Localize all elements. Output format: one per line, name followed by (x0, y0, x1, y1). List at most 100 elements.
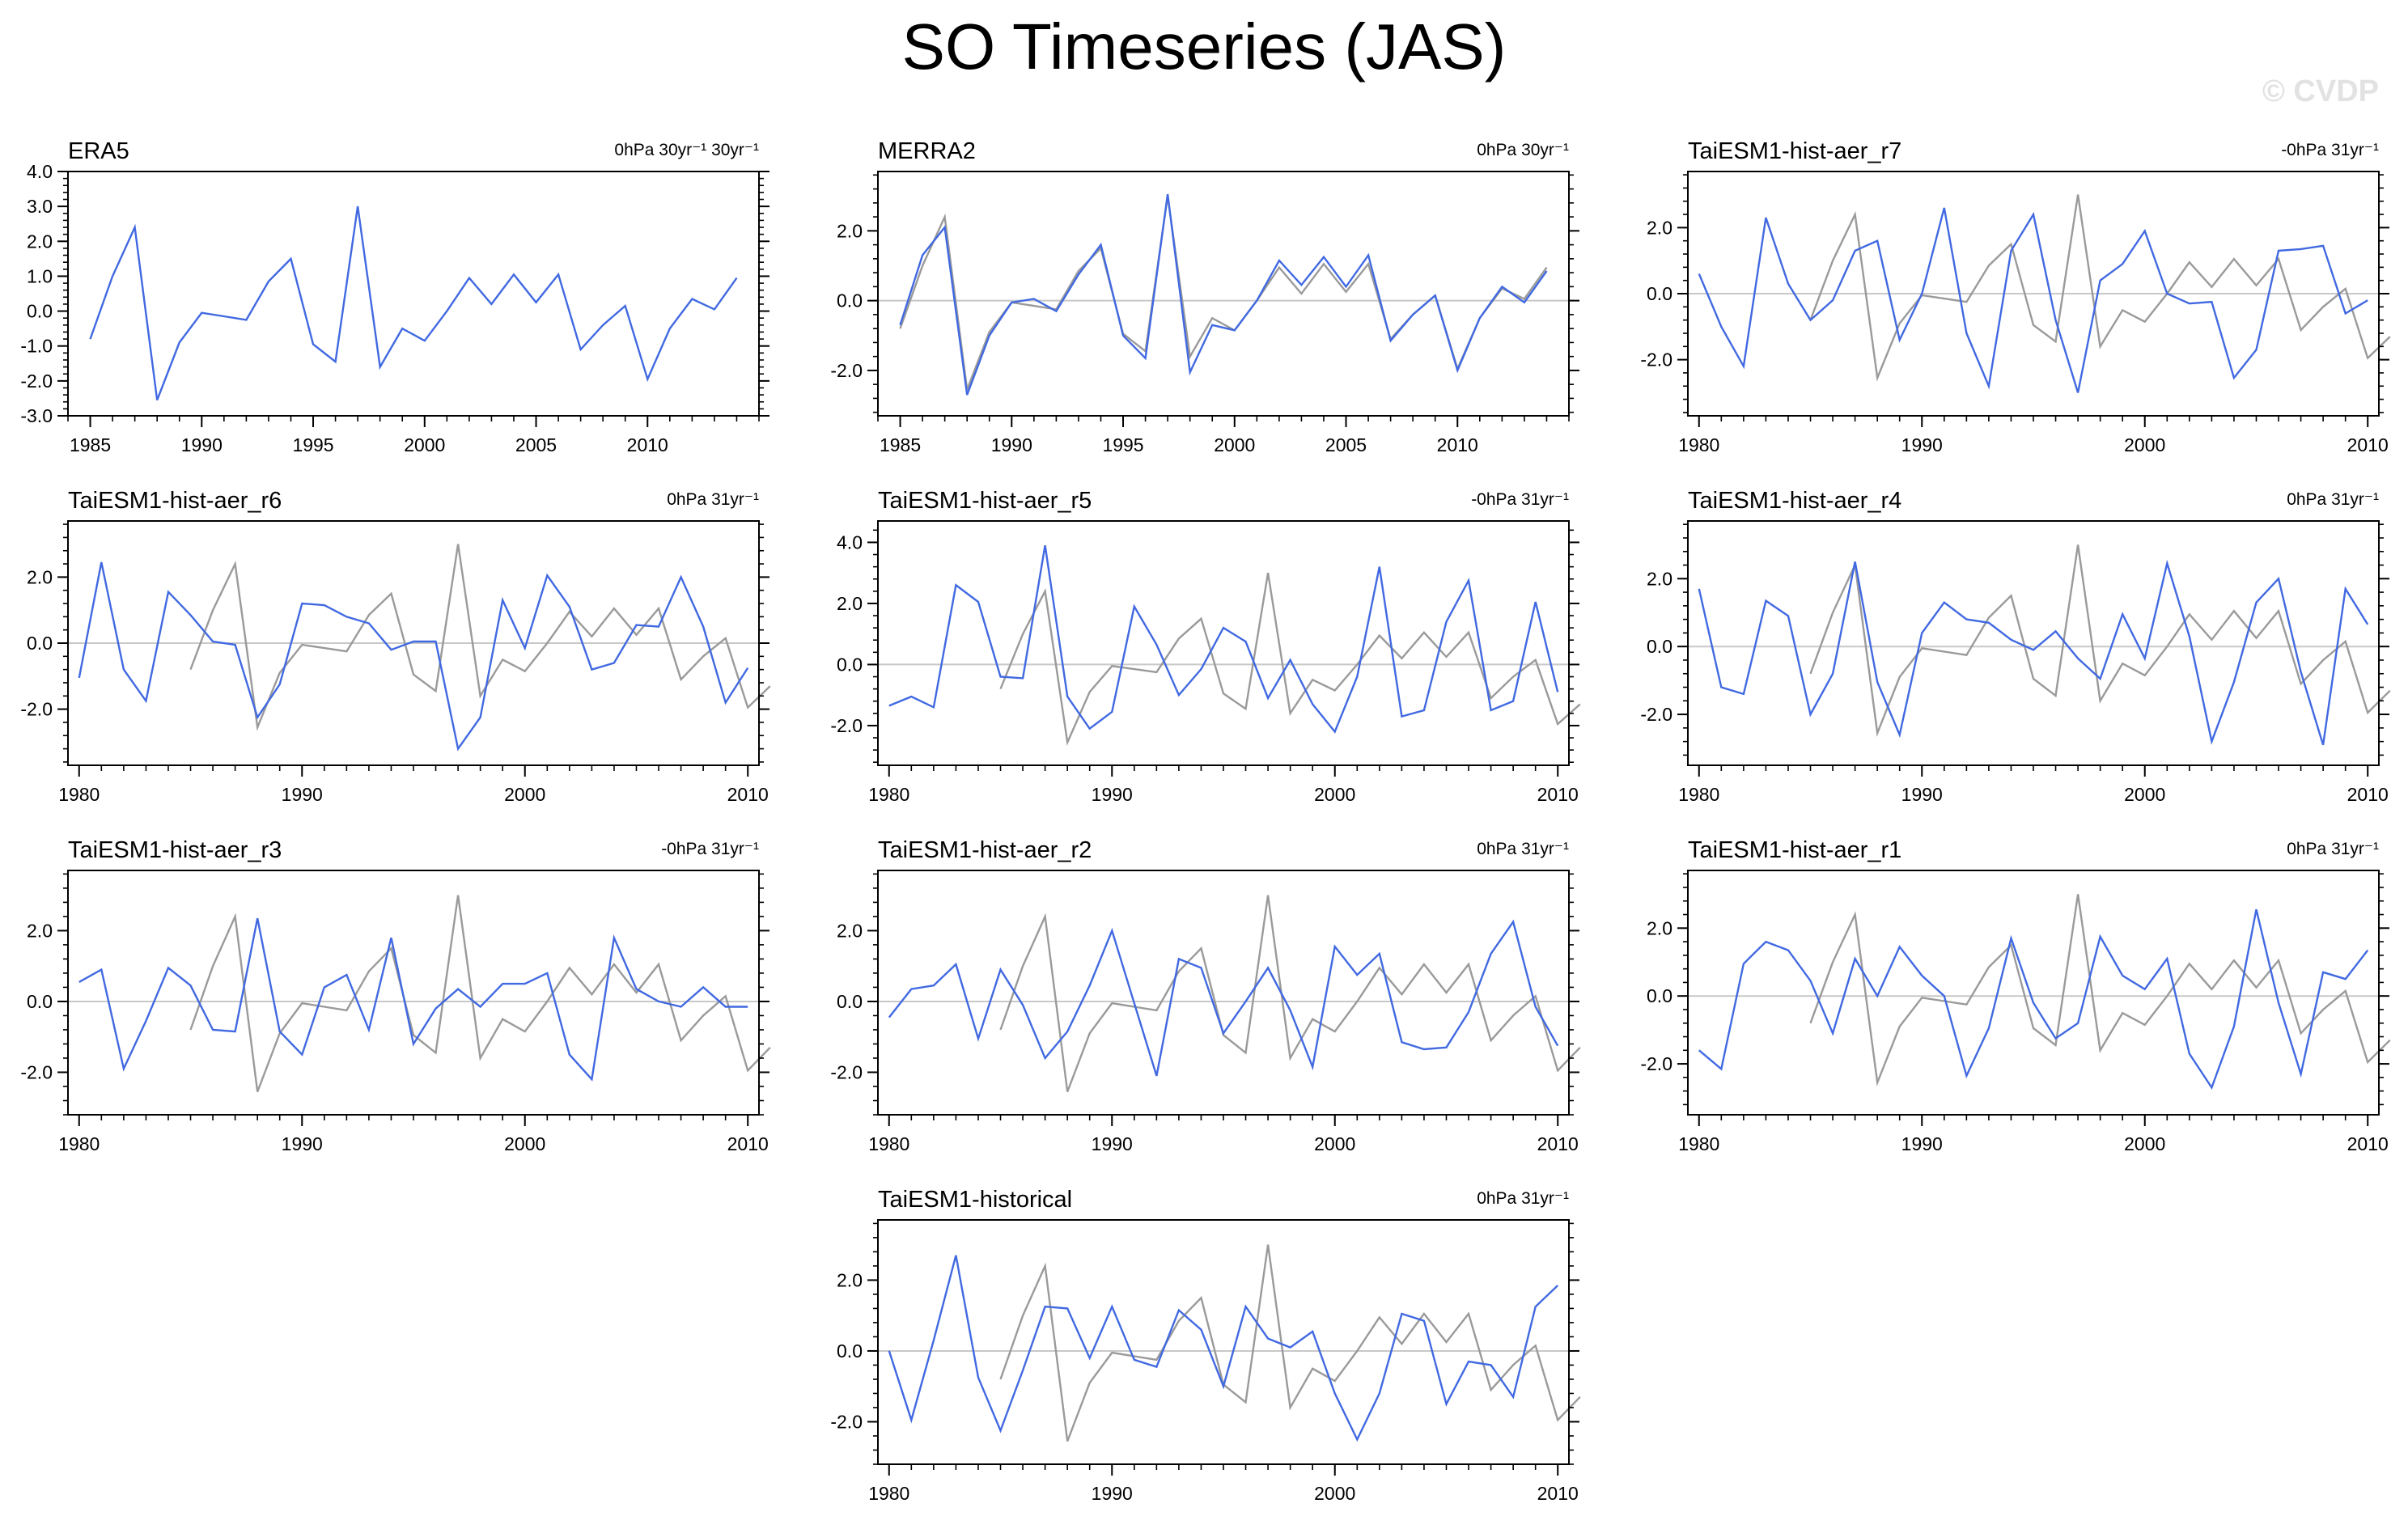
y-tick-label: -2.0 (20, 371, 53, 392)
model-series-line (1698, 559, 2369, 746)
observed-series-line (189, 895, 771, 1093)
x-tick-label: 1990 (1092, 784, 1133, 805)
panel-trend-label: 0hPa 31yr⁻¹ (2287, 840, 2379, 858)
x-tick-label: 1995 (1102, 434, 1143, 455)
chart-panel: TaiESM1-hist-aer_r4 0hPa 31yr⁻¹ -2.0 0.0 2.0… (1640, 488, 2391, 805)
model-series-line (78, 561, 749, 752)
chart-panel: ERA5 0hPa 30yr⁻¹ 30yr⁻¹ -3.0 -2.0 -1.0 0.0 1.0… (20, 138, 769, 455)
x-tick-label: 2000 (1214, 434, 1255, 455)
x-tick-label: 1980 (1678, 434, 1719, 455)
x-tick-label: 2010 (2347, 1133, 2389, 1154)
y-tick-label: -2.0 (1640, 704, 1672, 725)
x-tick-label: 2010 (2347, 784, 2389, 805)
plot-frame (877, 870, 1570, 1116)
plot-frame (67, 171, 760, 417)
chart-panel: TaiESM1-hist-aer_r2 0hPa 31yr⁻¹ -2.0 0.0 2.0… (830, 837, 1581, 1154)
model-series-line (899, 193, 1548, 396)
model-series-line (888, 1255, 1559, 1442)
panel-title: TaiESM1-historical (878, 1187, 1072, 1213)
model-series-line (1698, 908, 2369, 1090)
panel-title: TaiESM1-hist-aer_r3 (68, 837, 282, 863)
x-tick-label: 1980 (868, 1483, 909, 1504)
panel-trend-label: 0hPa 31yr⁻¹ (1477, 840, 1569, 858)
x-tick-label: 2010 (1437, 434, 1478, 455)
x-tick-label: 2005 (1325, 434, 1367, 455)
x-tick-label: 2010 (627, 434, 668, 455)
panel-trend-label: 0hPa 31yr⁻¹ (667, 490, 759, 509)
y-tick-label: 0.0 (27, 991, 53, 1012)
x-tick-label: 2010 (2347, 434, 2389, 455)
model-series-line (888, 545, 1559, 734)
model-series-line (1698, 207, 2368, 393)
panel-title: TaiESM1-hist-aer_r7 (1688, 138, 1901, 164)
plot-frame (877, 171, 1570, 417)
x-tick-label: 1990 (1901, 784, 1943, 805)
y-tick-label: -3.0 (20, 405, 53, 426)
chart-panel: TaiESM1-hist-aer_r1 0hPa 31yr⁻¹ -2.0 0.0 2.0… (1640, 837, 2391, 1154)
y-tick-label: 2.0 (837, 920, 863, 941)
observed-series-line (1809, 894, 2391, 1086)
y-tick-label: 2.0 (27, 231, 53, 252)
observed-series-line (189, 544, 771, 731)
chart-panel: TaiESM1-historical 0hPa 31yr⁻¹ -2.0 0.0 2.0 1… (830, 1187, 1581, 1504)
x-tick-label: 1980 (868, 1133, 909, 1154)
y-tick-label: 4.0 (837, 531, 863, 553)
x-tick-label: 1990 (1092, 1483, 1133, 1504)
observed-series-line (1809, 544, 2391, 737)
x-tick-label: 2000 (1314, 1133, 1355, 1154)
y-tick-label: -2.0 (830, 1411, 863, 1432)
x-tick-label: 1990 (1901, 1133, 1943, 1154)
x-tick-label: 2000 (504, 784, 545, 805)
panel-title: TaiESM1-hist-aer_r6 (68, 488, 282, 514)
panel-title: ERA5 (68, 138, 129, 164)
x-tick-label: 2010 (1537, 784, 1579, 805)
x-tick-label: 1985 (880, 434, 921, 455)
x-tick-label: 2000 (2124, 434, 2165, 455)
plot-frame (67, 870, 760, 1116)
y-tick-label: -2.0 (1640, 1053, 1672, 1074)
y-tick-label: 0.0 (837, 991, 863, 1012)
x-tick-label: 1980 (1678, 1133, 1719, 1154)
y-tick-label: 0.0 (1647, 636, 1672, 657)
y-tick-label: 0.0 (27, 301, 53, 322)
y-tick-label: -2.0 (1640, 349, 1672, 371)
y-tick-label: -2.0 (830, 1061, 863, 1082)
panel-trend-label: -0hPa 31yr⁻¹ (2281, 141, 2379, 159)
panel-title: TaiESM1-hist-aer_r2 (878, 837, 1092, 863)
model-series-line (78, 917, 748, 1082)
plot-frame (877, 520, 1570, 766)
y-tick-label: -2.0 (20, 1061, 53, 1082)
model-series-line (89, 205, 738, 401)
x-tick-label: 1985 (70, 434, 111, 455)
plot-frame (877, 1219, 1570, 1465)
y-tick-label: 0.0 (837, 1340, 863, 1361)
y-tick-label: 2.0 (837, 220, 863, 241)
y-tick-label: 1.0 (27, 265, 53, 286)
observed-series-line (1809, 194, 2391, 382)
panel-title: MERRA2 (878, 138, 976, 164)
y-tick-label: -2.0 (830, 715, 863, 736)
y-tick-label: 2.0 (837, 593, 863, 614)
observed-series-line (999, 895, 1581, 1093)
x-tick-label: 2010 (1537, 1133, 1579, 1154)
y-tick-label: 2.0 (837, 1269, 863, 1290)
chart-panel: TaiESM1-hist-aer_r5 -0hPa 31yr⁻¹ -2.0 0.0 2.… (830, 488, 1581, 805)
y-tick-label: 2.0 (1647, 917, 1672, 938)
chart-panel: TaiESM1-hist-aer_r7 -0hPa 31yr⁻¹ -2.0 0.0 2.… (1640, 138, 2391, 455)
panel-trend-label: 0hPa 30yr⁻¹ (1477, 141, 1569, 159)
panel-trend-label: 0hPa 31yr⁻¹ (1477, 1189, 1569, 1208)
panel-title: TaiESM1-hist-aer_r5 (878, 488, 1092, 514)
panel-title: TaiESM1-hist-aer_r4 (1688, 488, 1901, 514)
chart-panel: MERRA2 0hPa 30yr⁻¹ -2.0 0.0 2.0 1985 1990 1995 2… (830, 138, 1579, 455)
observed-series-line (999, 1244, 1581, 1442)
y-tick-label: 2.0 (1647, 568, 1672, 589)
y-tick-label: 0.0 (1647, 985, 1672, 1006)
x-tick-label: 2010 (727, 784, 769, 805)
observed-series-line (899, 196, 1548, 391)
y-tick-label: -1.0 (20, 336, 53, 357)
x-tick-label: 1990 (282, 1133, 323, 1154)
panel-trend-label: -0hPa 31yr⁻¹ (661, 840, 759, 858)
x-tick-label: 2000 (1314, 784, 1355, 805)
y-tick-label: -2.0 (830, 360, 863, 381)
